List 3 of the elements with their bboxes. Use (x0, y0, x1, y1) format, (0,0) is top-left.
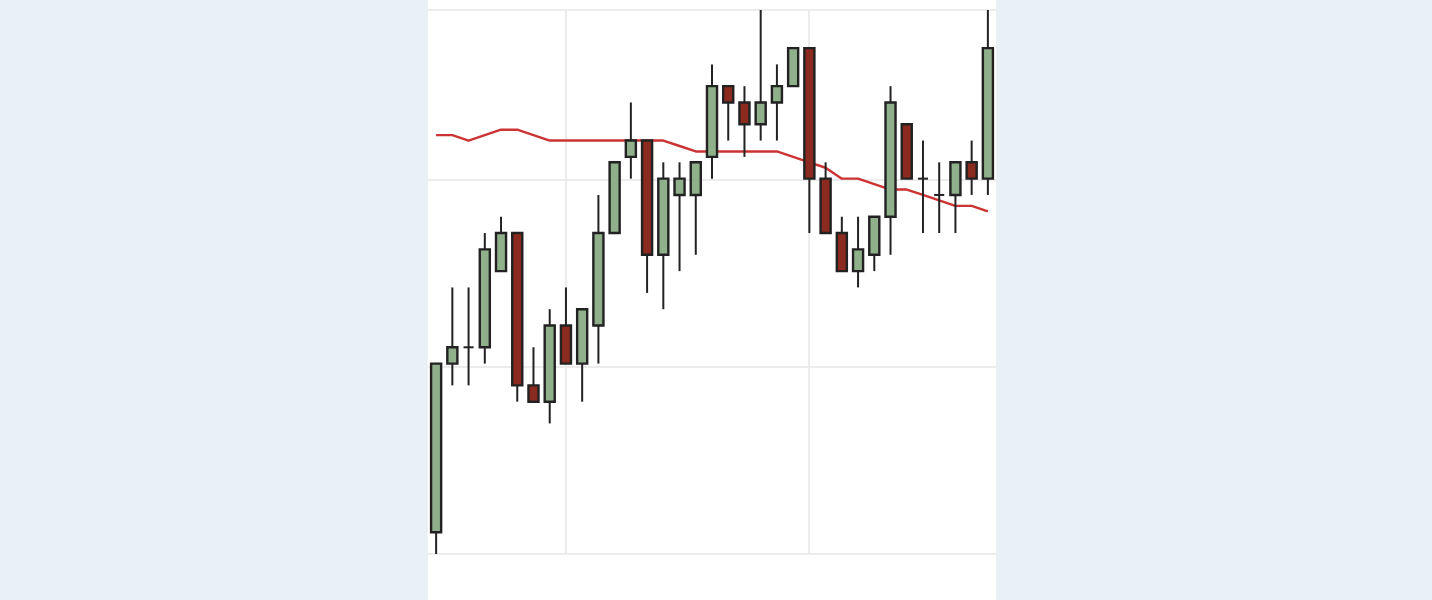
candlestick (933, 161, 946, 235)
candlestick (462, 286, 475, 387)
candlestick (916, 139, 929, 235)
